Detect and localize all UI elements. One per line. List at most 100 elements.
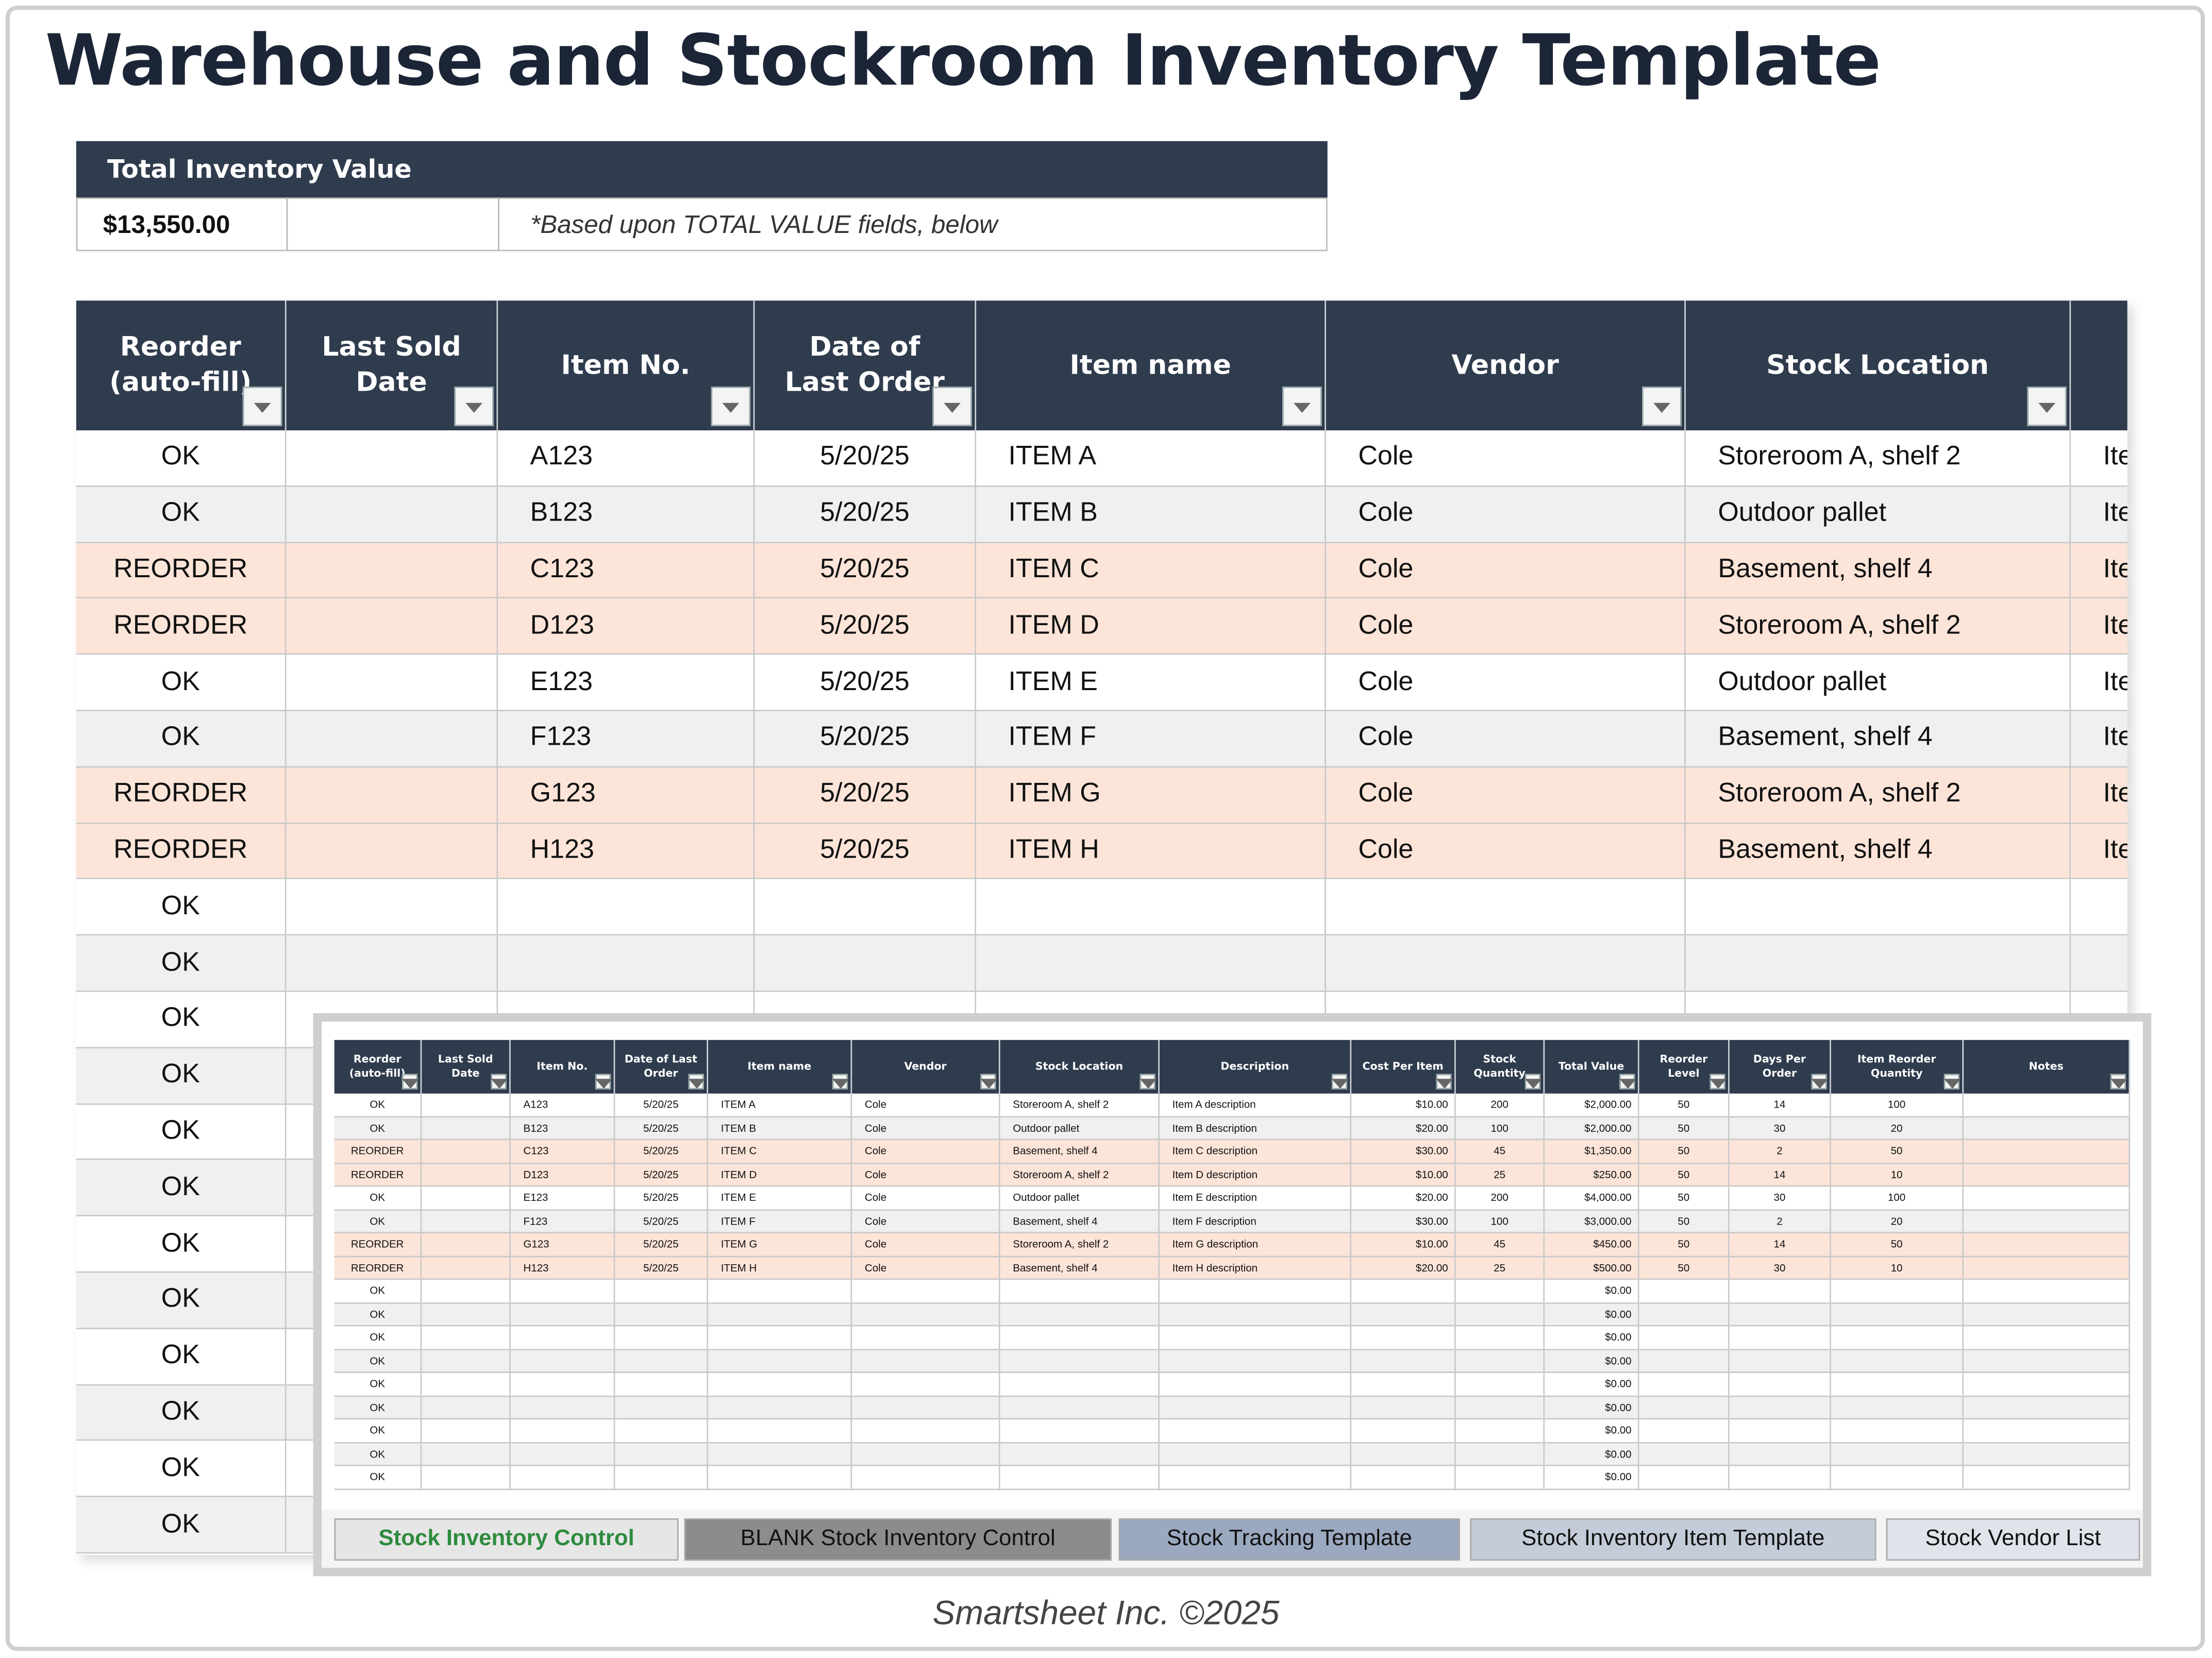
table-cell: REORDER — [76, 767, 287, 824]
table-cell — [1964, 1349, 2131, 1373]
table-cell — [286, 598, 498, 655]
table-cell: $3,000.00 — [1545, 1210, 1639, 1233]
table-cell: 50 — [1639, 1140, 1730, 1164]
table-cell — [1729, 1466, 1831, 1489]
table-cell: Item D description — [1159, 1163, 1352, 1187]
filter-dropdown — [402, 1074, 418, 1090]
table-cell: Basement, shelf 4 — [1000, 1140, 1160, 1164]
table-cell: 25 — [1455, 1163, 1545, 1187]
table-cell — [1729, 1443, 1831, 1466]
table-cell — [1964, 1163, 2131, 1187]
frame — [5, 5, 2205, 1651]
table-cell: OK — [76, 1104, 287, 1161]
table-cell: C123 — [510, 1140, 615, 1164]
header-cell: Vendor — [1326, 300, 1686, 431]
table-cell — [2071, 935, 2127, 992]
table-cell: ITEM E — [976, 655, 1326, 711]
table-cell: OK — [334, 1326, 422, 1350]
table-cell: 2 — [1729, 1140, 1831, 1164]
table-cell — [422, 1443, 511, 1466]
table-cell: OK — [334, 1280, 422, 1303]
table-cell — [1964, 1443, 2131, 1466]
table-cell: 5/20/25 — [615, 1233, 709, 1257]
table-cell — [852, 1419, 1000, 1443]
table-cell: OK — [76, 430, 287, 487]
table-cell — [1455, 1466, 1545, 1489]
table-cell: OK — [334, 1117, 422, 1141]
filter-dropdown — [2027, 387, 2067, 426]
header-cell: Item name — [708, 1040, 852, 1094]
table-cell — [422, 1117, 511, 1141]
table-cell — [422, 1419, 511, 1443]
table-cell: 5/20/25 — [755, 542, 977, 599]
table-cell: Item E description — [1159, 1186, 1352, 1210]
table-cell: $30.00 — [1351, 1140, 1456, 1164]
filter-dropdown — [2110, 1074, 2126, 1090]
page-title: Warehouse and Stockroom Inventory Templa… — [45, 20, 1882, 102]
table-cell — [1831, 1419, 1964, 1443]
table-cell: REORDER — [334, 1140, 422, 1164]
table-cell: 5/20/25 — [615, 1257, 709, 1280]
table-cell: Cole — [1326, 655, 1686, 711]
filter-dropdown — [1710, 1074, 1725, 1090]
filter-dropdown — [491, 1074, 507, 1090]
table-cell: 14 — [1729, 1233, 1831, 1257]
table-cell: $0.00 — [1545, 1396, 1639, 1420]
table-cell — [1639, 1443, 1730, 1466]
table-cell — [708, 1466, 852, 1489]
table-cell: 5/20/25 — [755, 711, 977, 767]
table-cell: ITEM G — [708, 1233, 852, 1257]
table-cell: REORDER — [334, 1257, 422, 1280]
header-cell — [2071, 300, 2127, 431]
table-cell: Basement, shelf 4 — [1000, 1257, 1160, 1280]
table-cell — [286, 655, 498, 711]
table-cell — [708, 1326, 852, 1350]
table-cell: 5/20/25 — [615, 1140, 709, 1164]
table-cell: F123 — [498, 711, 755, 767]
table-cell: 100 — [1455, 1210, 1545, 1233]
table-cell — [615, 1280, 709, 1303]
table-cell — [1964, 1257, 2131, 1280]
table-cell: OK — [334, 1443, 422, 1466]
table-cell: 10 — [1831, 1163, 1964, 1187]
table-cell: 50 — [1639, 1163, 1730, 1187]
table-cell: 50 — [1831, 1140, 1964, 1164]
summary-box: Total Inventory Value $13,550.00 *Based up… — [76, 141, 1328, 252]
table-cell — [422, 1233, 511, 1257]
table-cell: Item F description — [1159, 1210, 1352, 1233]
table-cell: C123 — [498, 542, 755, 599]
table-cell: Item B description — [2071, 487, 2127, 543]
table-cell — [286, 711, 498, 767]
filter-dropdown — [711, 387, 751, 426]
table-cell — [1831, 1372, 1964, 1397]
table-cell: $20.00 — [1351, 1117, 1456, 1141]
table-cell — [615, 1419, 709, 1443]
filter-dropdown — [932, 387, 972, 426]
table-cell: H123 — [510, 1257, 615, 1280]
table-cell: $500.00 — [1545, 1257, 1639, 1280]
table-cell — [422, 1163, 511, 1187]
table-cell: Item B description — [1159, 1117, 1352, 1141]
header-cell: Reorder (auto-fill) — [334, 1040, 422, 1094]
table-cell: F123 — [510, 1210, 615, 1233]
table-cell — [1351, 1443, 1456, 1466]
table-cell — [1831, 1326, 1964, 1350]
table-cell: $2,000.00 — [1545, 1117, 1639, 1141]
table-cell — [1964, 1280, 2131, 1303]
table-cell: G123 — [498, 767, 755, 824]
table-cell: 50 — [1639, 1093, 1730, 1117]
table-cell — [286, 487, 498, 543]
table-cell: A123 — [498, 430, 755, 487]
table-cell: 25 — [1455, 1257, 1545, 1280]
table-cell: ITEM H — [976, 823, 1326, 880]
table-cell: Cole — [852, 1093, 1000, 1117]
table-cell: 50 — [1639, 1257, 1730, 1280]
table-cell: 5/20/25 — [755, 487, 977, 543]
table-cell: D123 — [498, 598, 755, 655]
table-cell — [1351, 1326, 1456, 1350]
table-cell: D123 — [510, 1163, 615, 1187]
table-cell: Item H description — [1159, 1257, 1352, 1280]
summary-value: $13,550.00 — [76, 197, 288, 252]
table-cell: $0.00 — [1545, 1303, 1639, 1327]
header-cell: Item No. — [510, 1040, 615, 1094]
